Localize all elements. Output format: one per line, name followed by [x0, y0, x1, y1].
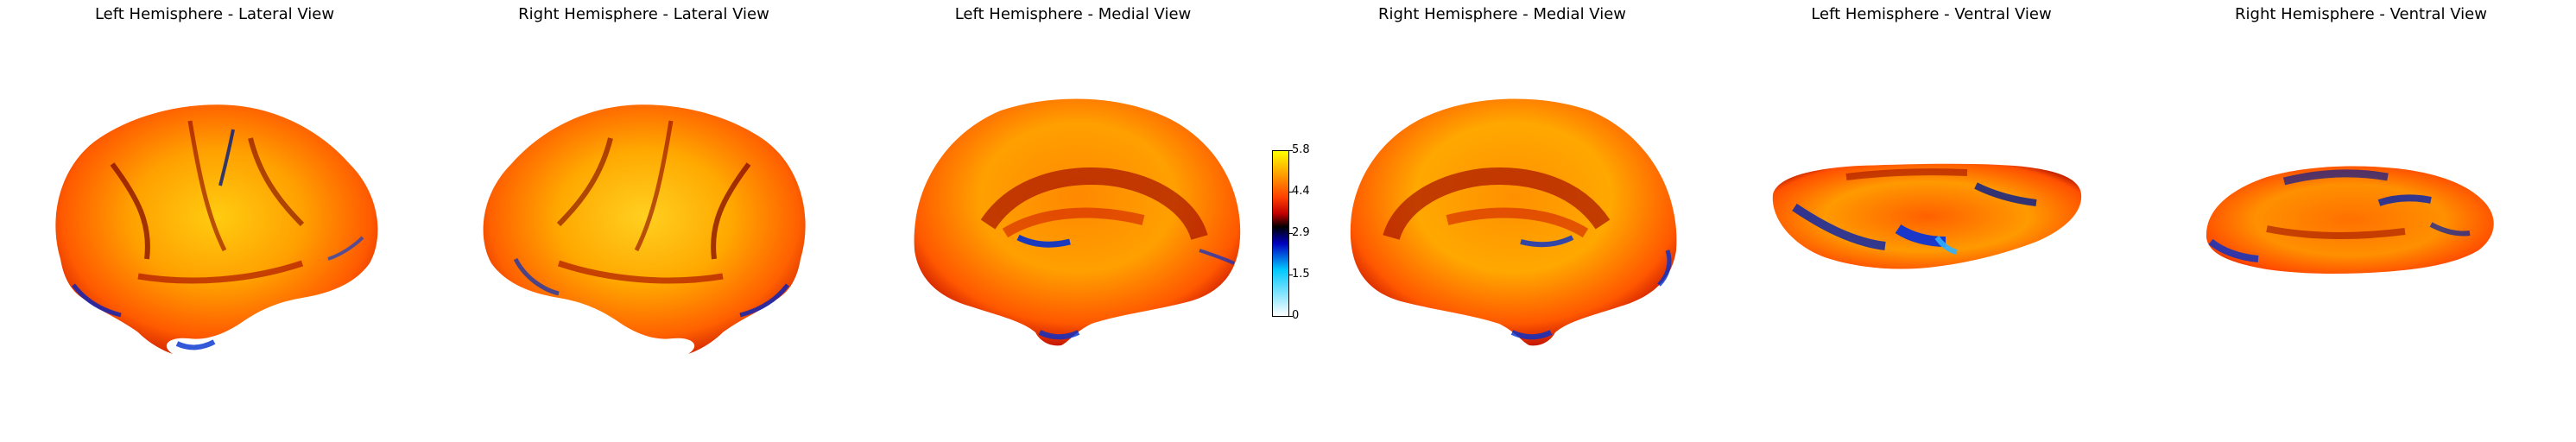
brain-surface-right-medial	[1350, 98, 1677, 346]
panel-title: Right Hemisphere - Medial View	[1377, 5, 1627, 23]
panel-right-medial: Right Hemisphere - Medial View	[1288, 0, 1717, 442]
colorbar-tick-label: 2.9	[1292, 226, 1310, 239]
panel-title: Left Hemisphere - Medial View	[954, 5, 1192, 23]
colorbar-tickmark	[1289, 316, 1293, 317]
brain-surface-right-ventral	[2206, 166, 2494, 274]
colorbar-tickmark	[1289, 233, 1293, 234]
panel-right-lateral: Right Hemisphere - Lateral View	[429, 0, 858, 442]
brain-surface-left-medial	[914, 98, 1241, 346]
panel-left-ventral: Left Hemisphere - Ventral View	[1717, 0, 2146, 442]
colorbar-tick-label: 5.8	[1292, 143, 1310, 156]
colorbar-tick-label: 1.5	[1292, 268, 1310, 281]
panel-left-lateral: Left Hemisphere - Lateral View	[0, 0, 429, 442]
colorbar-tickmark	[1289, 192, 1293, 193]
colorbar-tick-label: 4.4	[1292, 185, 1310, 198]
colorbar-tickmark	[1289, 150, 1293, 151]
panel-right-ventral: Right Hemisphere - Ventral View	[2146, 0, 2576, 442]
colorbar	[1272, 150, 1289, 317]
brain-surface-left-lateral	[55, 104, 378, 355]
panel-title: Left Hemisphere - Lateral View	[94, 5, 335, 23]
colorbar-tick-label: 0	[1292, 309, 1300, 322]
panel-left-medial: Left Hemisphere - Medial View	[858, 0, 1288, 442]
panel-title: Right Hemisphere - Lateral View	[518, 5, 769, 23]
brain-surface-right-lateral	[483, 104, 806, 355]
panel-title: Left Hemisphere - Ventral View	[1811, 5, 2052, 23]
brain-surface-left-ventral	[1772, 163, 2082, 269]
panel-title: Right Hemisphere - Ventral View	[2235, 5, 2487, 23]
